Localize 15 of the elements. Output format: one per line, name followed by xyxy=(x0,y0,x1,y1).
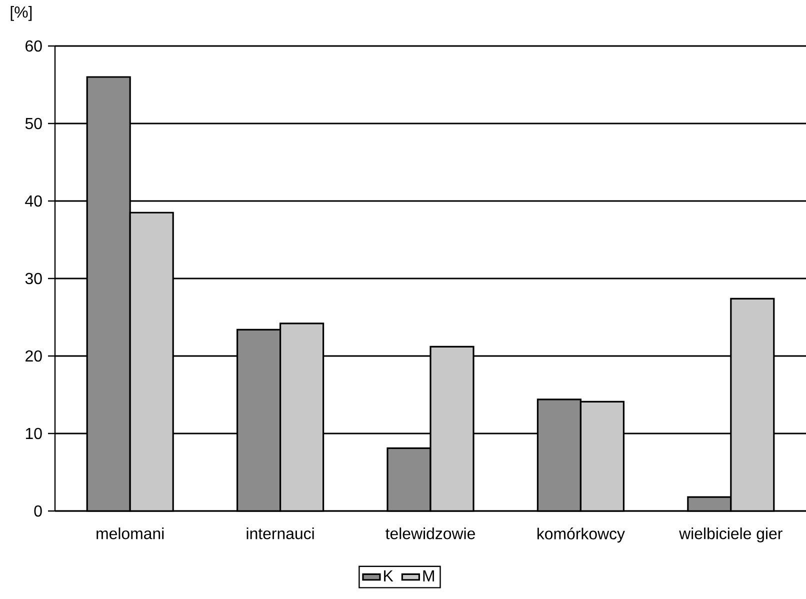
y-tick-label: 20 xyxy=(26,350,42,362)
y-tick-label: 10 xyxy=(26,428,42,440)
y-tick-label: 60 xyxy=(26,40,42,52)
y-tick-label: 30 xyxy=(25,272,42,284)
y-tick-label: 0 xyxy=(34,505,42,517)
x-tick-label: internauci xyxy=(246,528,314,540)
x-tick-label: telewidzowie xyxy=(386,528,475,540)
x-tick-label: komórkowcy xyxy=(537,528,625,543)
legend-label: K xyxy=(384,570,394,582)
y-tick-label: 50 xyxy=(25,118,42,130)
y-tick-label: 40 xyxy=(25,195,42,207)
x-tick-label: melomani xyxy=(96,528,164,540)
x-tick-label: wielbiciele gier xyxy=(679,528,782,542)
legend-label: M xyxy=(423,570,434,582)
y-axis-title: [%] xyxy=(10,6,32,21)
